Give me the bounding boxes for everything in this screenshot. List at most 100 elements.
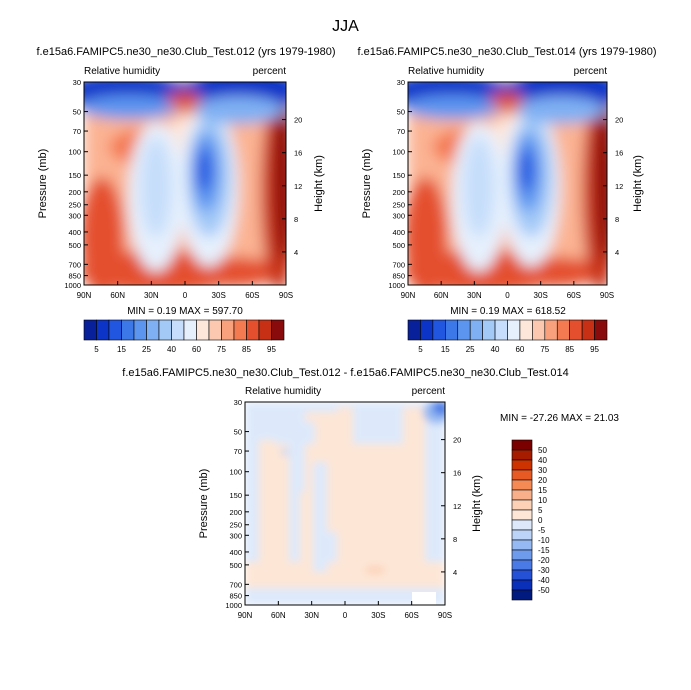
diff-colorbar-box bbox=[511, 469, 533, 481]
panel-1-ytick-label: 70 bbox=[73, 127, 81, 136]
panel-1-colorbar-box bbox=[258, 319, 272, 341]
panel-1-ylabel-right: Height (km) bbox=[313, 155, 325, 212]
diff-colorbar-label: -15 bbox=[538, 546, 550, 555]
panel-2-colorbar: 5 15 25 40 60 75 85 95 bbox=[407, 319, 608, 354]
panel-1: f.e15a6.FAMIPC5.ne30_ne30.Club_Test.012 … bbox=[36, 46, 335, 354]
panel-2-colorbar-box bbox=[519, 319, 533, 341]
panel-2-stats: MIN = 0.19 MAX = 618.52 bbox=[450, 306, 566, 317]
panel-diff-title: f.e15a6.FAMIPC5.ne30_ne30.Club_Test.012 … bbox=[122, 367, 568, 379]
panel-2-ytick-label: 100 bbox=[392, 148, 405, 157]
panel-diff-ytick-label: 250 bbox=[229, 521, 242, 530]
panel-1-right-tick-label: 12 bbox=[294, 182, 302, 191]
panel-diff-ytick-label: 850 bbox=[229, 592, 242, 601]
diff-colorbar-box bbox=[511, 549, 533, 561]
panel-1-ytick-label: 850 bbox=[68, 272, 81, 281]
panel-2-xtick-label: 60N bbox=[434, 291, 449, 300]
panel-2-colorbar-box bbox=[469, 319, 483, 341]
panel-diff-ytick-label: 200 bbox=[229, 508, 242, 517]
panel-1-right-tick-label: 16 bbox=[294, 149, 302, 158]
panel-2-ytick-label: 30 bbox=[397, 78, 405, 87]
panel-1-xtick-label: 60N bbox=[110, 291, 125, 300]
diff-colorbar-label: -50 bbox=[538, 586, 550, 595]
panel-1-ytick-label: 200 bbox=[68, 188, 81, 197]
panel-1-ytick-label: 300 bbox=[68, 211, 81, 220]
panel-1-colorbar-label: 85 bbox=[242, 345, 251, 354]
panel-1-right-string: percent bbox=[253, 66, 287, 77]
panel-diff-right-tick-label: 8 bbox=[453, 535, 457, 544]
panel-1-stats: MIN = 0.19 MAX = 597.70 bbox=[127, 306, 243, 317]
panel-2-ytick-label: 200 bbox=[392, 188, 405, 197]
panel-2-ytick-label: 850 bbox=[392, 272, 405, 281]
panel-diff-xtick-label: 0 bbox=[343, 611, 348, 620]
panel-1-colorbar-box bbox=[233, 319, 247, 341]
panel-diff-ytick-label: 500 bbox=[229, 561, 242, 570]
panel-2-title: f.e15a6.FAMIPC5.ne30_ne30.Club_Test.014 … bbox=[357, 46, 656, 58]
panel-1-ytick-label: 250 bbox=[68, 201, 81, 210]
panel-2-ytick-label: 70 bbox=[397, 127, 405, 136]
panel-2-right-tick-label: 16 bbox=[615, 149, 623, 158]
panel-2-right-tick-label: 20 bbox=[615, 116, 623, 125]
panel-1-colorbar-box bbox=[146, 319, 160, 341]
panel-diff-xtick-label: 30S bbox=[371, 611, 385, 620]
panel-diff-right-string: percent bbox=[412, 386, 446, 397]
panel-1-colorbar-box bbox=[158, 319, 172, 341]
panel-2-colorbar-box bbox=[532, 319, 546, 341]
panel-diff-xtick-label: 30N bbox=[304, 611, 319, 620]
panel-2-colorbar-box bbox=[507, 319, 521, 341]
diff-colorbar-box bbox=[511, 589, 533, 601]
panel-1-ytick-label: 150 bbox=[68, 171, 81, 180]
panel-2-xtick-label: 30S bbox=[534, 291, 548, 300]
panel-2-colorbar-label: 40 bbox=[491, 345, 500, 354]
panel-diff-xtick-label: 90N bbox=[238, 611, 253, 620]
diff-colorbar-label: 40 bbox=[538, 456, 547, 465]
panel-1-colorbar-label: 5 bbox=[94, 345, 99, 354]
panel-diff-field bbox=[245, 402, 445, 605]
panel-2-colorbar-box bbox=[581, 319, 595, 341]
panel-1-colorbar-box bbox=[221, 319, 235, 341]
diff-colorbar-label: 0 bbox=[538, 516, 543, 525]
panel-1-colorbar-box bbox=[196, 319, 210, 341]
panel-1-right-tick-label: 8 bbox=[294, 215, 298, 224]
panel-2-colorbar-label: 75 bbox=[540, 345, 549, 354]
panel-1-xtick-label: 30S bbox=[212, 291, 226, 300]
diff-colorbar-label: -40 bbox=[538, 576, 550, 585]
diff-colorbar-label: 50 bbox=[538, 446, 547, 455]
diff-colorbar-label: -20 bbox=[538, 556, 550, 565]
panel-1-right-tick-label: 20 bbox=[294, 116, 302, 125]
panel-diff-right-tick-label: 4 bbox=[453, 568, 457, 577]
panel-1-xtick-label: 90N bbox=[77, 291, 92, 300]
diff-colorbar-box bbox=[511, 559, 533, 571]
panel-1-ylabel: Pressure (mb) bbox=[37, 149, 49, 219]
panel-diff-right-tick-label: 12 bbox=[453, 502, 461, 511]
panel-2-ytick-label: 700 bbox=[392, 260, 405, 269]
panel-2-colorbar-label: 85 bbox=[565, 345, 574, 354]
panel-1-xtick-label: 0 bbox=[183, 291, 188, 300]
panel-diff-ytick-label: 30 bbox=[234, 398, 242, 407]
diff-colorbar-box bbox=[511, 479, 533, 491]
panel-diff-left-string: Relative humidity bbox=[245, 386, 321, 397]
panel-2-colorbar-box bbox=[569, 319, 583, 341]
panel-2-colorbar-label: 5 bbox=[418, 345, 423, 354]
panel-2-colorbar-box bbox=[544, 319, 558, 341]
panel-diff-ytick-label: 50 bbox=[234, 428, 242, 437]
diff-colorbar-box bbox=[511, 529, 533, 541]
panel-diff-ytick-label: 300 bbox=[229, 531, 242, 540]
panel-1-colorbar-label: 75 bbox=[217, 345, 226, 354]
panel-2-colorbar-box bbox=[457, 319, 471, 341]
panel-2-ytick-label: 300 bbox=[392, 211, 405, 220]
panel-2-colorbar-label: 25 bbox=[466, 345, 475, 354]
panel-1-title: f.e15a6.FAMIPC5.ne30_ne30.Club_Test.012 … bbox=[36, 46, 335, 58]
diff-colorbar-box bbox=[511, 459, 533, 471]
panel-2-ytick-label: 250 bbox=[392, 201, 405, 210]
panel-1-colorbar-box bbox=[208, 319, 222, 341]
panel-2-right-tick-label: 12 bbox=[615, 182, 623, 191]
diff-colorbar-label: -30 bbox=[538, 566, 550, 575]
panel-2-colorbar-label: 60 bbox=[515, 345, 524, 354]
panel-2-colorbar-box bbox=[432, 319, 446, 341]
panel-diff-xtick-label: 60N bbox=[271, 611, 286, 620]
panel-2-colorbar-box bbox=[420, 319, 434, 341]
panel-2: f.e15a6.FAMIPC5.ne30_ne30.Club_Test.014 … bbox=[357, 46, 656, 354]
panel-2-ytick-label: 1000 bbox=[388, 281, 405, 290]
panel-2-ylabel-right: Height (km) bbox=[632, 155, 644, 212]
